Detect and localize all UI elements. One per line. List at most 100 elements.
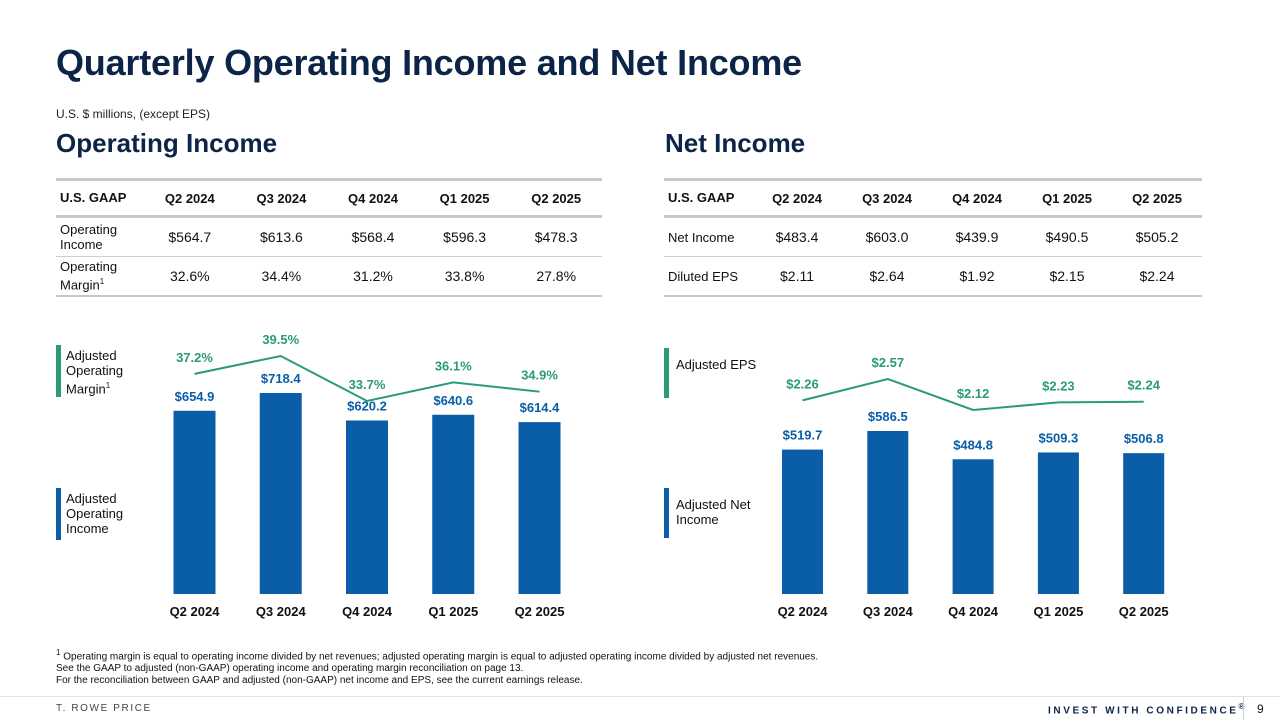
page-title: Quarterly Operating Income and Net Incom… (56, 42, 802, 83)
column-header: Q4 2024 (327, 178, 419, 218)
row-label: Operating Income (56, 216, 144, 257)
table-cell: $568.4 (327, 216, 419, 257)
table-row: Diluted EPS $2.11 $2.64 $1.92 $2.15 $2.2… (664, 256, 1202, 297)
table-cell: $2.11 (752, 256, 842, 297)
bar (782, 449, 823, 594)
table-cell: $439.9 (932, 216, 1022, 257)
column-header: Q1 2025 (418, 178, 511, 218)
units-subtitle: U.S. $ millions, (except EPS) (56, 107, 211, 121)
x-tick-label: Q3 2024 (863, 604, 914, 619)
bar (173, 410, 216, 594)
table-cell: $483.4 (752, 216, 842, 257)
column-header: Q2 2024 (752, 178, 842, 218)
trend-line (194, 354, 540, 403)
x-tick-label: Q2 2025 (515, 604, 565, 619)
footer-divider (0, 696, 1280, 697)
legend-adjusted-operating-margin: Adjusted Operating Margin1 (66, 348, 156, 396)
bar (1123, 453, 1165, 594)
bar-value-label: $620.2 (347, 398, 387, 413)
table-cell: 32.6% (144, 256, 236, 297)
bar-value-label: $509.3 (1039, 430, 1079, 445)
line-value-label: 36.1% (435, 358, 472, 373)
footnote-marker: 1 (99, 277, 105, 287)
line-value-label: 39.5% (262, 332, 299, 347)
operating-income-table: U.S. GAAP Q2 2024 Q3 2024 Q4 2024 Q1 202… (56, 178, 602, 297)
operating-income-chart: $654.9 Q2 2024 $718.4 Q3 2024 $620.2 Q4 2024 $… (170, 332, 565, 619)
column-header: Q3 2024 (235, 178, 328, 218)
registered-mark: ® (1239, 702, 1248, 711)
table-cell: $2.24 (1112, 256, 1202, 297)
footnote: For the reconciliation between GAAP and … (56, 675, 583, 687)
bar (1037, 452, 1079, 594)
bar-value-label: $654.9 (175, 389, 215, 404)
bar (432, 414, 475, 594)
column-header: Q2 2025 (510, 178, 602, 218)
x-tick-label: Q2 2025 (1119, 604, 1169, 619)
column-header: Q2 2024 (144, 178, 236, 218)
x-tick-label: Q1 2025 (1033, 604, 1083, 619)
legend-adjusted-eps: Adjusted EPS (676, 357, 757, 372)
table-cell: 33.8% (418, 256, 511, 297)
brand-tagline: INVEST WITH CONFIDENCE® (1048, 702, 1247, 716)
bar (259, 393, 302, 594)
x-tick-label: Q1 2025 (428, 604, 478, 619)
line-value-label: $2.12 (957, 386, 990, 401)
table-cell: $505.2 (1112, 216, 1202, 257)
table-cell: 27.8% (510, 256, 602, 297)
column-header: U.S. GAAP (56, 178, 144, 218)
x-tick-label: Q4 2024 (342, 604, 393, 619)
table-cell: $603.0 (842, 216, 932, 257)
legend-swatch-line (664, 348, 669, 398)
legend-swatch-bar (56, 488, 61, 540)
column-header: U.S. GAAP (664, 178, 752, 218)
operating-income-title: Operating Income (56, 128, 278, 158)
net-income-chart: $519.7 Q2 2024 $586.5 Q3 2024 $484.8 Q4 2024 $… (778, 355, 1169, 619)
table-cell: $2.15 (1022, 256, 1112, 297)
bar-value-label: $484.8 (953, 437, 993, 452)
row-label: Operating Margin1 (56, 256, 144, 297)
table-cell: $564.7 (144, 216, 236, 257)
row-label: Diluted EPS (664, 256, 752, 297)
table-header-row: U.S. GAAP Q2 2024 Q3 2024 Q4 2024 Q1 202… (664, 178, 1202, 218)
bar-value-label: $506.8 (1124, 431, 1164, 446)
column-header: Q1 2025 (1022, 178, 1112, 218)
line-value-label: 37.2% (176, 350, 213, 365)
footnote-marker: 1 (56, 648, 61, 657)
table-cell: $478.3 (510, 216, 602, 257)
table-cell: 34.4% (235, 256, 328, 297)
line-value-label: 33.7% (349, 377, 386, 392)
footnote-text: Operating margin is equal to operating i… (63, 651, 819, 663)
bar (518, 422, 561, 594)
table-row: Net Income $483.4 $603.0 $439.9 $490.5 $… (664, 216, 1202, 257)
footnote: 1 Operating margin is equal to operating… (56, 647, 818, 663)
bar (346, 420, 388, 594)
column-header: Q4 2024 (932, 178, 1022, 218)
brand-name: T. ROWE PRICE (56, 703, 152, 714)
bar-value-label: $519.7 (783, 428, 823, 443)
legend-label: Adjusted Operating Margin (66, 348, 124, 397)
line-value-label: 34.9% (521, 368, 558, 383)
bar (952, 459, 994, 594)
bar-value-label: $718.4 (261, 371, 302, 386)
page-number: 9 (1257, 702, 1264, 716)
net-income-table: U.S. GAAP Q2 2024 Q3 2024 Q4 2024 Q1 202… (664, 178, 1202, 297)
x-tick-label: Q2 2024 (170, 604, 221, 619)
row-label: Net Income (664, 216, 752, 257)
bar (867, 431, 909, 594)
line-value-label: $2.26 (786, 376, 819, 391)
table-row: Operating Income $564.7 $613.6 $568.4 $5… (56, 216, 602, 257)
table-cell: $613.6 (235, 216, 328, 257)
x-tick-label: Q4 2024 (948, 604, 999, 619)
line-value-label: $2.23 (1042, 378, 1075, 393)
row-label-text: Operating Margin (60, 259, 118, 293)
line-value-label: $2.57 (872, 355, 905, 370)
table-cell: $596.3 (418, 216, 511, 257)
bar-value-label: $640.6 (433, 393, 473, 408)
x-tick-label: Q2 2024 (778, 604, 829, 619)
footnote-marker: 1 (105, 381, 111, 390)
legend-swatch-line (56, 345, 61, 397)
trend-line (802, 377, 1144, 412)
table-header-row: U.S. GAAP Q2 2024 Q3 2024 Q4 2024 Q1 202… (56, 178, 602, 218)
table-cell: $490.5 (1022, 216, 1112, 257)
bar-value-label: $614.4 (520, 400, 561, 415)
